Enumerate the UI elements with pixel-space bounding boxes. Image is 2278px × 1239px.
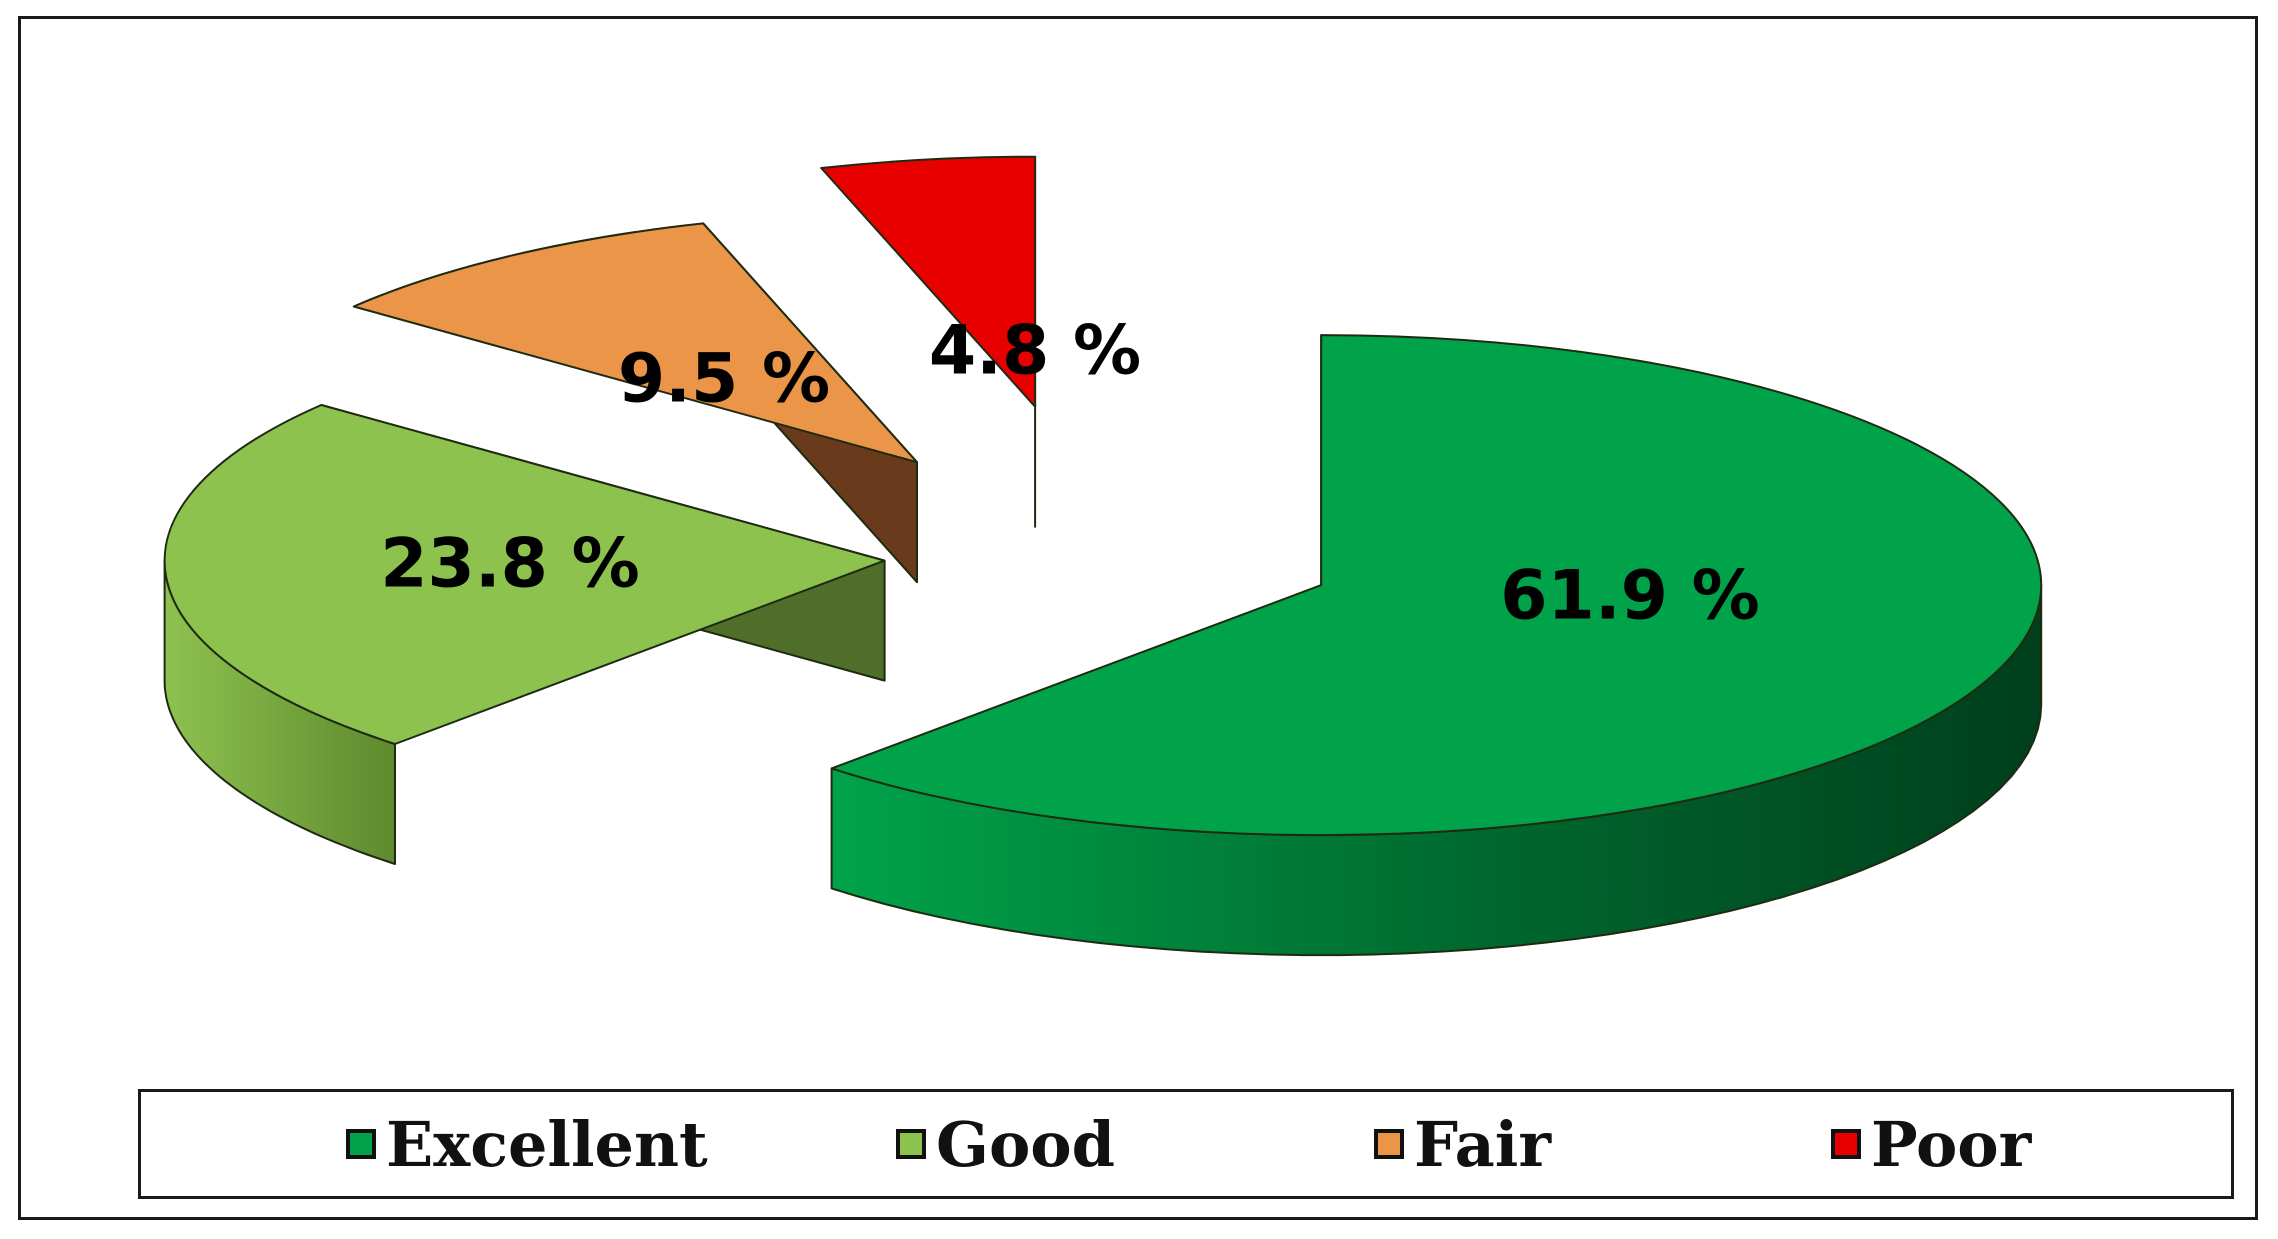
data-label-good: 23.8 %: [380, 525, 640, 604]
legend-swatch-good: [896, 1129, 926, 1159]
data-label-fair: 9.5 %: [618, 340, 830, 419]
slice-poor: [820, 155, 1037, 528]
legend-swatch-fair: [1374, 1129, 1404, 1159]
data-label-excellent: 61.9 %: [1500, 557, 1760, 636]
legend-swatch-poor: [1831, 1129, 1861, 1159]
legend-label-good: Good: [936, 1107, 1116, 1181]
slice-excellent-top: [830, 334, 2043, 837]
slice-fair: [352, 222, 918, 584]
slice-good: [163, 404, 886, 865]
data-label-poor: 4.8 %: [929, 312, 1141, 391]
legend-label-excellent: Excellent: [386, 1107, 708, 1181]
legend: Excellent Good Fair Poor: [138, 1089, 2234, 1199]
slice-excellent: [830, 334, 2043, 957]
legend-item-good: Good: [896, 1092, 1115, 1196]
legend-swatch-excellent: [346, 1129, 376, 1159]
legend-item-excellent: Excellent: [346, 1092, 708, 1196]
slice-good-top: [163, 404, 886, 745]
slice-fair-top: [352, 222, 918, 464]
legend-label-fair: Fair: [1414, 1107, 1552, 1181]
legend-item-poor: Poor: [1831, 1092, 2031, 1196]
legend-label-poor: Poor: [1871, 1107, 2032, 1181]
legend-item-fair: Fair: [1374, 1092, 1551, 1196]
slice-poor-top: [820, 155, 1037, 408]
